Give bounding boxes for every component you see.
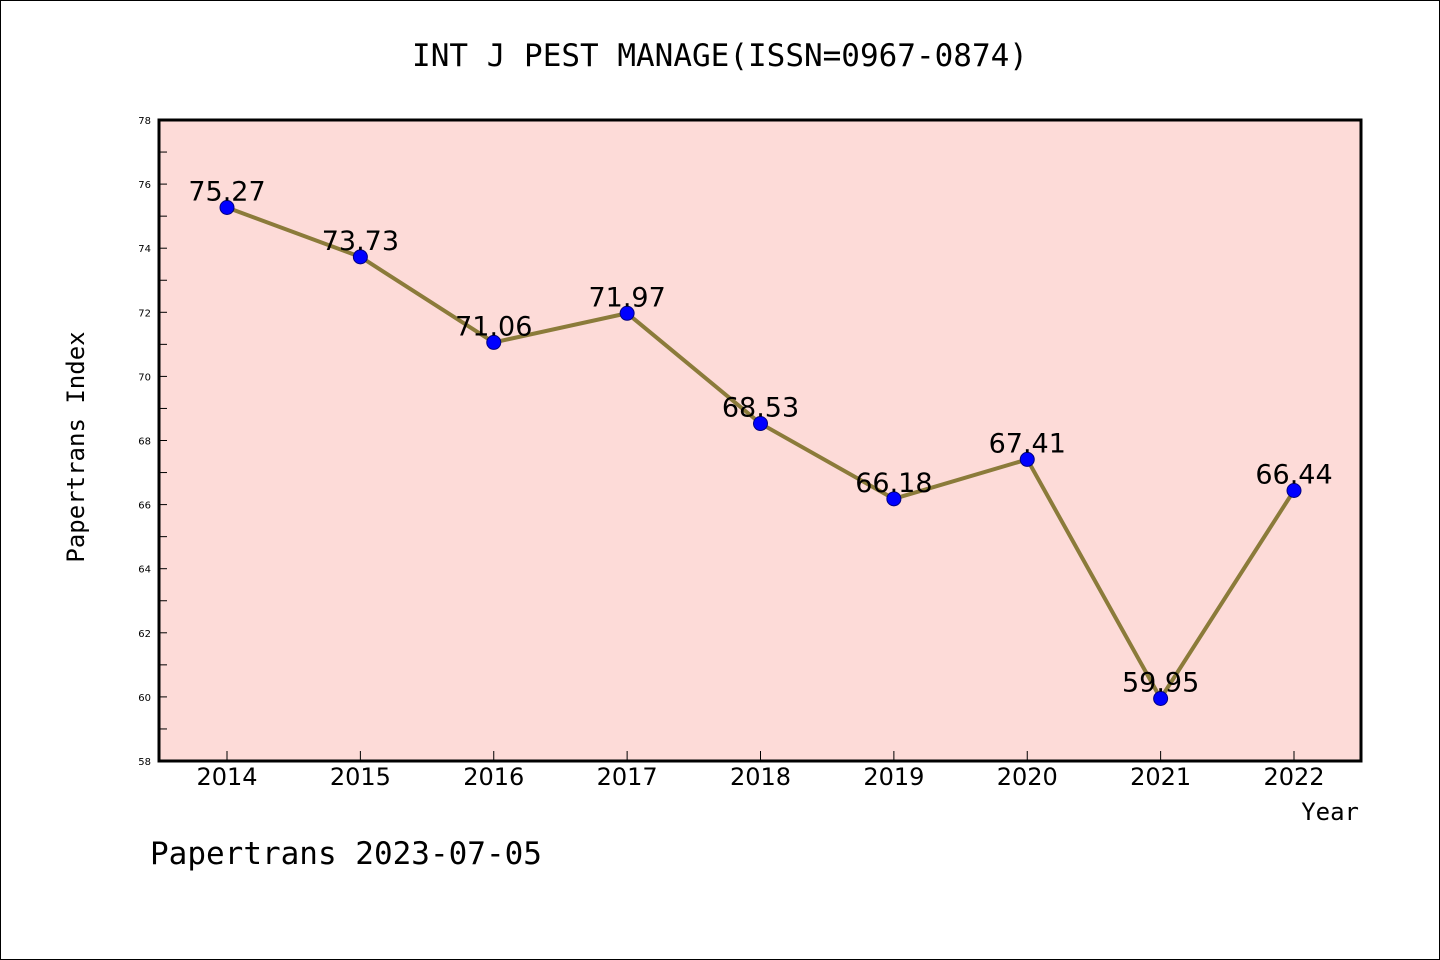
y-tick-label: 70	[138, 372, 151, 383]
footer-text: Papertrans 2023-07-05	[150, 836, 542, 872]
data-points	[219, 199, 1302, 707]
y-tick-label: 72	[138, 308, 151, 319]
y-axis-label: Papertrans Index	[62, 331, 90, 562]
data-point	[486, 334, 502, 350]
x-tick-label: 2014	[196, 763, 257, 791]
data-point	[886, 491, 902, 507]
plot-border	[157, 118, 1363, 763]
y-tick-label: 58	[138, 757, 151, 768]
data-point	[352, 249, 368, 265]
plot-area	[159, 120, 1361, 761]
data-point	[753, 416, 768, 432]
data-label: 68.53	[722, 393, 799, 424]
y-tick-label: 66	[138, 501, 151, 512]
x-tick-label: 2017	[597, 763, 658, 791]
data-point	[1286, 482, 1302, 498]
data-point	[1153, 691, 1169, 707]
data-label: 67.41	[989, 428, 1066, 459]
x-tick-label: 2019	[863, 763, 924, 791]
y-tick-label: 68	[138, 437, 151, 448]
data-label: 73.73	[322, 226, 399, 257]
y-tick-label: 62	[138, 629, 151, 640]
data-label: 75.27	[188, 176, 265, 207]
x-axis: 2014 2015 2016 2017 2018 2019 2020 2021 2022	[196, 751, 1325, 791]
data-labels: 75.27 73.73 71.06 71.97 68.53 66.18 67.41 59.95…	[188, 176, 1332, 698]
x-tick-label: 2021	[1130, 763, 1191, 791]
y-tick-label: 60	[138, 693, 151, 704]
data-point	[219, 199, 235, 215]
data-point	[1019, 451, 1035, 467]
x-tick-label: 2016	[463, 763, 524, 791]
y-tick-label: 76	[138, 180, 151, 191]
x-tick-label: 2018	[730, 763, 791, 791]
chart-title: INT J PEST MANAGE(ISSN=0967-0874)	[412, 38, 1028, 74]
data-label: 66.44	[1255, 459, 1332, 490]
x-tick-label: 2020	[997, 763, 1058, 791]
data-label: 71.97	[588, 282, 665, 313]
y-tick-label: 78	[138, 116, 151, 127]
data-label: 59.95	[1122, 668, 1199, 699]
data-label: 66.18	[855, 468, 932, 499]
data-label: 71.06	[455, 311, 532, 342]
x-axis-label: Year	[1301, 798, 1359, 826]
y-tick-label: 64	[138, 565, 151, 576]
x-tick-label: 2022	[1263, 763, 1324, 791]
y-tick-label: 74	[138, 244, 151, 255]
data-point	[619, 305, 635, 321]
x-tick-label: 2015	[330, 763, 391, 791]
